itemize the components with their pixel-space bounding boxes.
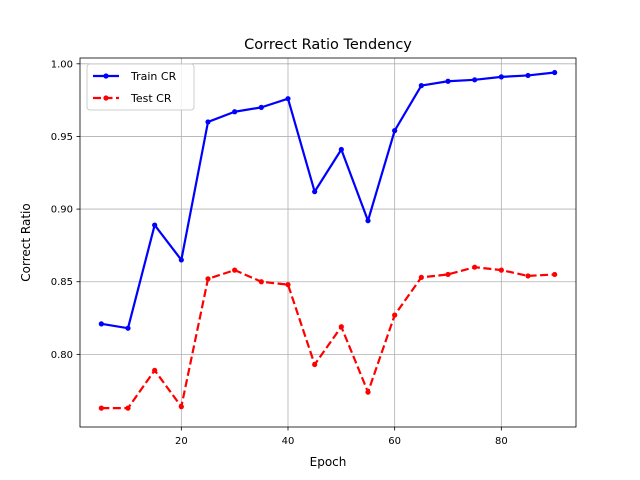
y-axis-title: Correct Ratio	[19, 203, 33, 281]
series-point-0	[232, 109, 238, 115]
y-tick-label: 0.90	[51, 205, 73, 216]
series-point-1	[232, 267, 238, 273]
series-point-0	[445, 78, 451, 84]
series-point-1	[205, 276, 211, 282]
chart-title: Correct Ratio Tendency	[244, 37, 412, 53]
ticks: 20 40 60 80 0.80 0.85 0.90 0.95 1.00	[51, 59, 508, 447]
legend: Train CR Test CR	[86, 63, 195, 111]
series-point-0	[125, 325, 131, 331]
series-point-0	[205, 119, 211, 125]
x-tick-label: 80	[495, 436, 508, 447]
series-point-0	[152, 222, 158, 228]
y-tick-label: 1.00	[51, 59, 73, 70]
series-point-0	[258, 104, 264, 110]
plot-frame	[79, 57, 577, 428]
x-tick-label: 60	[388, 436, 401, 447]
series-point-0	[498, 74, 504, 80]
series-point-1	[552, 271, 558, 278]
series-point-0	[98, 321, 104, 327]
series-point-1	[125, 405, 131, 411]
series-point-1	[365, 389, 371, 395]
series-point-1	[445, 271, 451, 278]
y-tick-label: 0.95	[51, 132, 73, 143]
series-point-1	[392, 312, 398, 318]
series-point-0	[312, 189, 318, 195]
y-tick-label: 0.80	[51, 350, 73, 361]
series-point-0	[552, 69, 558, 76]
series-point-0	[285, 96, 291, 102]
series-layer	[98, 69, 558, 411]
series-point-1	[338, 324, 344, 330]
series-point-0	[525, 72, 531, 79]
series-line-1	[101, 266, 555, 410]
series-point-0	[178, 257, 184, 263]
series-point-1	[418, 274, 424, 280]
series-point-1	[525, 273, 531, 279]
series-point-0	[418, 83, 424, 89]
legend-marker-1	[103, 95, 109, 101]
legend-label-1: Test CR	[130, 92, 172, 105]
series-point-1	[178, 404, 184, 410]
legend-label-0: Train CR	[130, 70, 177, 83]
series-line-0	[101, 71, 555, 330]
series-point-0	[338, 146, 344, 153]
series-point-1	[258, 279, 264, 285]
series-point-0	[472, 77, 478, 83]
series-point-1	[472, 264, 478, 270]
series-point-1	[498, 267, 504, 273]
x-tick-label: 40	[282, 436, 295, 447]
legend-marker-0	[103, 73, 109, 79]
x-tick-label: 20	[175, 436, 188, 447]
series-point-1	[152, 367, 158, 373]
series-point-1	[312, 361, 318, 368]
x-axis-title: Epoch	[310, 455, 347, 469]
series-point-1	[98, 405, 104, 411]
series-point-0	[365, 218, 371, 224]
series-point-0	[392, 128, 398, 134]
series-point-1	[285, 282, 291, 288]
y-tick-label: 0.85	[51, 277, 73, 288]
